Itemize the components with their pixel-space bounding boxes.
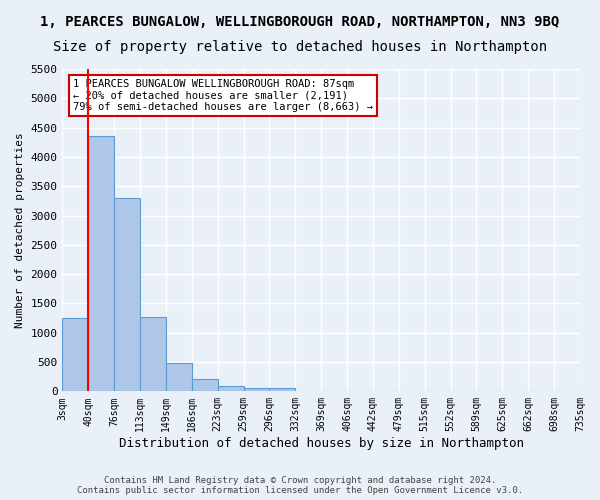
Text: Contains HM Land Registry data © Crown copyright and database right 2024.
Contai: Contains HM Land Registry data © Crown c… bbox=[77, 476, 523, 495]
Bar bbox=[218, 386, 244, 392]
Text: Size of property relative to detached houses in Northampton: Size of property relative to detached ho… bbox=[53, 40, 547, 54]
Text: 1 PEARCES BUNGALOW WELLINGBOROUGH ROAD: 87sqm
← 20% of detached houses are small: 1 PEARCES BUNGALOW WELLINGBOROUGH ROAD: … bbox=[73, 78, 373, 112]
Bar bbox=[192, 378, 218, 392]
Bar bbox=[269, 388, 295, 392]
Bar bbox=[140, 318, 166, 392]
Y-axis label: Number of detached properties: Number of detached properties bbox=[15, 132, 25, 328]
Bar bbox=[88, 136, 114, 392]
Text: 1, PEARCES BUNGALOW, WELLINGBOROUGH ROAD, NORTHAMPTON, NN3 9BQ: 1, PEARCES BUNGALOW, WELLINGBOROUGH ROAD… bbox=[40, 15, 560, 29]
Bar bbox=[166, 362, 192, 392]
Bar bbox=[62, 318, 88, 392]
Bar bbox=[244, 388, 269, 392]
Bar bbox=[114, 198, 140, 392]
X-axis label: Distribution of detached houses by size in Northampton: Distribution of detached houses by size … bbox=[119, 437, 524, 450]
